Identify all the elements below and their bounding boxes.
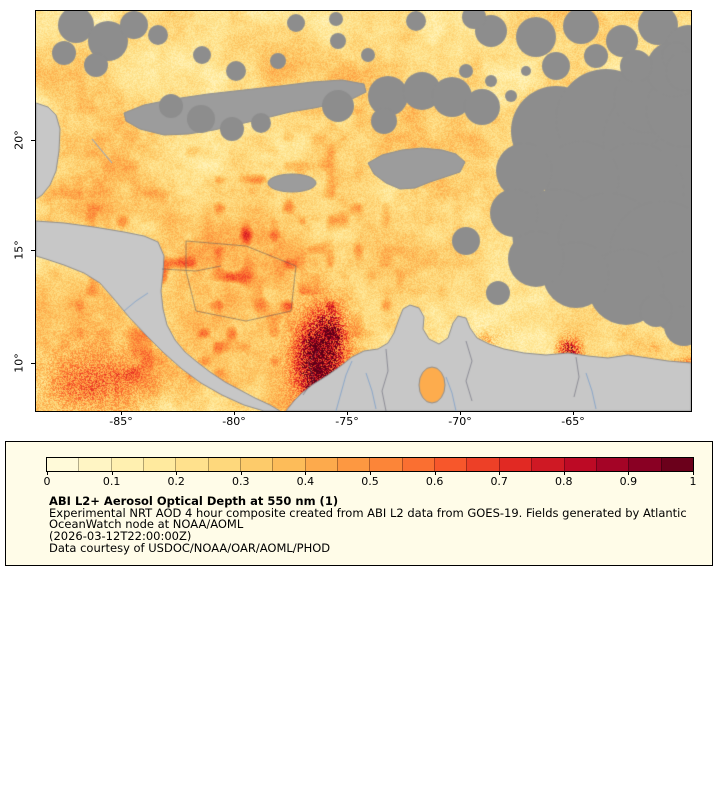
colorbar-tick <box>240 471 242 475</box>
colorbar-segment <box>337 458 370 471</box>
x-axis-tick <box>121 411 122 415</box>
legend-panel: 0 0.1 0.2 0.3 0.4 0.5 0.6 0.7 0.8 0.9 1 ABI L2+ Ae… <box>5 441 713 566</box>
legend-description-line1: Experimental NRT AOD 4 hour composite cr… <box>49 505 687 520</box>
colorbar-segment <box>531 458 564 471</box>
legend-credit: Data courtesy of USDOC/NOAA/OAR/AOML/PHO… <box>49 540 331 555</box>
x-axis-tick <box>573 411 574 415</box>
y-axis-label: 15° <box>12 240 26 260</box>
colorbar-segment <box>660 458 693 471</box>
y-axis-tick <box>31 250 35 251</box>
colorbar-tick-label: 1 <box>689 475 697 488</box>
colorbar-tick-label: 0.3 <box>232 475 250 488</box>
colorbar-tick-label: 0 <box>43 475 51 488</box>
x-axis-label: -65° <box>561 415 585 428</box>
colorbar-segment <box>466 458 499 471</box>
colorbar-segment <box>175 458 208 471</box>
colorbar-segment <box>498 458 532 471</box>
colorbar-segment <box>628 458 661 471</box>
colorbar-segment <box>595 458 629 471</box>
colorbar-segment <box>563 458 596 471</box>
colorbar-tick-label: 0.4 <box>296 475 315 488</box>
x-axis-tick <box>347 411 348 415</box>
x-axis-label: -70° <box>448 415 472 428</box>
aod-map-figure: 20° 15° 10° -85° -80° -75° -70° -65° <box>12 10 692 428</box>
y-axis-tick <box>31 363 35 364</box>
y-axis-label: 10° <box>12 353 26 373</box>
colorbar-segment <box>369 458 402 471</box>
colorbar <box>46 457 694 472</box>
colorbar-tick <box>47 471 48 475</box>
colorbar-tick-label: 0.6 <box>425 475 444 488</box>
colorbar-tick-label: 0.1 <box>102 475 121 488</box>
colorbar-tick-label: 0.5 <box>361 475 379 488</box>
colorbar-segment <box>304 458 338 471</box>
legend-text-block: ABI L2+ Aerosol Optical Depth at 550 nm … <box>49 494 694 555</box>
x-axis-label: -75° <box>335 415 359 428</box>
colorbar-segment <box>240 458 273 471</box>
colorbar-segment <box>272 458 305 471</box>
colorbar-segment <box>401 458 435 471</box>
x-axis-label: -80° <box>222 415 246 428</box>
x-axis-tick <box>234 411 235 415</box>
x-axis-tick <box>460 411 461 415</box>
colorbar-segment <box>207 458 241 471</box>
colorbar-tick <box>499 471 501 475</box>
colorbar-tick <box>111 471 113 475</box>
legend-description-line2: OceanWatch node at NOAA/AOML <box>49 517 244 532</box>
y-axis-tick <box>31 140 35 141</box>
colorbar-tick <box>370 471 371 475</box>
colorbar-segment <box>78 458 111 471</box>
colorbar-tick-label: 0.2 <box>167 475 185 488</box>
colorbar-tick <box>628 471 630 475</box>
colorbar-tick <box>563 471 565 475</box>
colorbar-segment <box>47 458 79 471</box>
legend-timestamp: (2026-03-12T22:00:00Z) <box>49 529 192 544</box>
colorbar-segment <box>110 458 144 471</box>
map-plot-area <box>35 10 692 412</box>
colorbar-tick-label: 0.7 <box>490 475 508 488</box>
x-axis-label: -85° <box>109 415 133 428</box>
colorbar-tick <box>305 471 307 475</box>
legend-title: ABI L2+ Aerosol Optical Depth at 550 nm … <box>49 494 339 508</box>
aod-map-canvas <box>36 11 691 411</box>
colorbar-tick <box>693 471 694 475</box>
y-axis-label: 20° <box>12 130 26 150</box>
colorbar-segment <box>434 458 467 471</box>
colorbar-tick-label: 0.8 <box>555 475 573 488</box>
colorbar-segment <box>143 458 176 471</box>
colorbar-tick <box>434 471 436 475</box>
colorbar-tick-label: 0.9 <box>619 475 638 488</box>
colorbar-tick <box>176 471 178 475</box>
